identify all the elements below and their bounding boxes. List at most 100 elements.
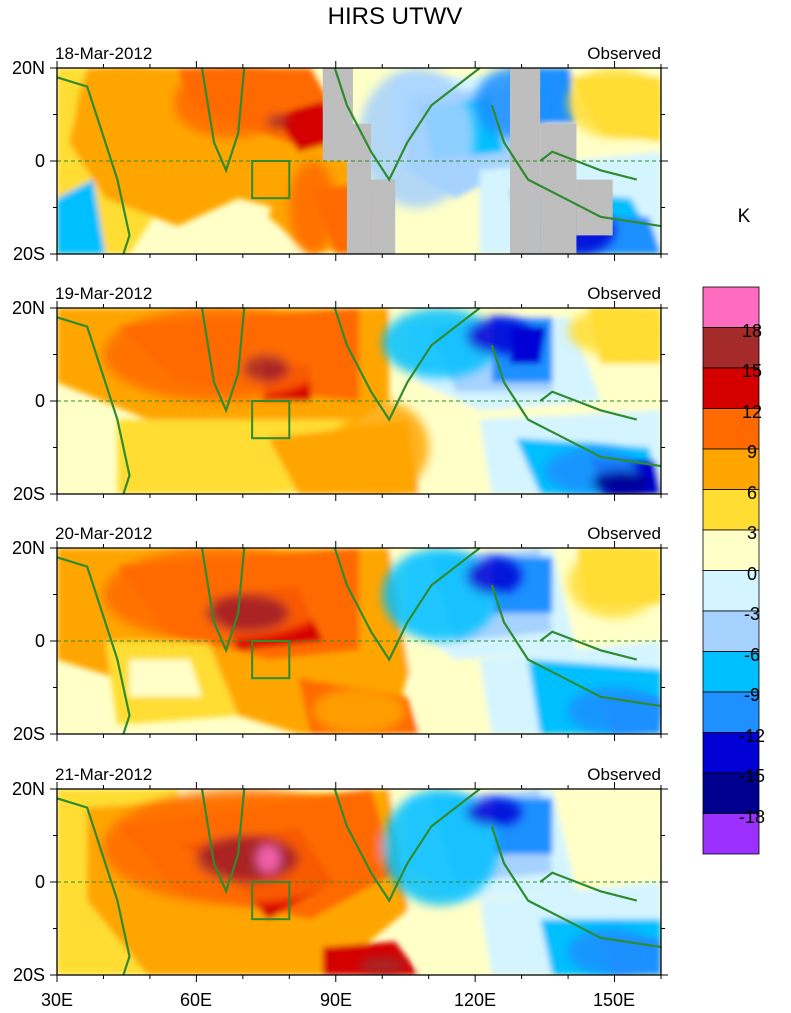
coastline xyxy=(200,789,246,895)
coastline xyxy=(57,556,131,734)
colorbar-label-neg18: -18 xyxy=(739,807,765,827)
x-axis-labels: 30E 60E 90E 120E 150E xyxy=(41,990,635,1010)
colorbar-label-3: 3 xyxy=(747,523,757,543)
data-region xyxy=(312,687,406,734)
data-region xyxy=(256,844,280,873)
colorbar-label-6: 6 xyxy=(747,483,757,503)
map-panel-2: 19-Mar-2012 Observed 20N 0 20S xyxy=(12,284,668,504)
colorbar-labels: 18 15 12 9 6 3 0 -3 -6 -9 -12 -15 -18 xyxy=(739,321,765,827)
colorbar-label-9: 9 xyxy=(747,442,757,462)
colorbar-label-0: 0 xyxy=(747,564,757,584)
colorbar-swatch xyxy=(702,732,760,774)
y-tick-label: 0 xyxy=(35,391,45,411)
y-tick-label: 20S xyxy=(13,484,45,504)
y-tick-label: 0 xyxy=(35,151,45,171)
data-region xyxy=(465,557,522,595)
y-tick-label: 20N xyxy=(12,779,45,799)
colorbar-label-neg3: -3 xyxy=(744,604,760,624)
missing-data-region xyxy=(371,179,396,254)
x-tick-label-120e: 120E xyxy=(454,990,496,1010)
coastline xyxy=(333,308,481,422)
data-region xyxy=(80,68,174,138)
data-region xyxy=(205,594,290,632)
colorbar: K 18 15 12 9 6 3 0 -3 -6 -9 -12 -15 -18 xyxy=(702,206,765,855)
y-tick-label: 20S xyxy=(13,965,45,985)
data-region xyxy=(465,317,531,355)
study-region-box xyxy=(251,881,291,921)
y-tick-label: 0 xyxy=(35,631,45,651)
x-tick-label-150e: 150E xyxy=(593,990,635,1010)
map-panel-3: 20-Mar-2012 Observed 20N 0 20S xyxy=(12,524,668,744)
coastline xyxy=(57,316,131,494)
colorbar-label-15: 15 xyxy=(742,361,762,381)
data-region xyxy=(382,308,499,378)
contour-field xyxy=(57,68,661,254)
data-region xyxy=(242,354,290,383)
coastlines xyxy=(57,308,661,494)
data-region xyxy=(103,137,243,208)
y-tick-label: 20N xyxy=(12,538,45,558)
colorbar-label-18: 18 xyxy=(742,321,762,341)
colorbar-unit: K xyxy=(738,206,751,227)
axis-ticks xyxy=(50,541,668,741)
contour-region xyxy=(129,659,202,697)
panel-observed-label: Observed xyxy=(587,765,661,784)
contour-region xyxy=(57,179,106,254)
data-region xyxy=(568,687,661,734)
y-tick-label: 20S xyxy=(13,724,45,744)
contour-field xyxy=(57,548,661,734)
data-region xyxy=(103,548,336,641)
colorbar-label-neg6: -6 xyxy=(744,645,760,665)
coastline xyxy=(490,825,661,949)
panel-observed-label: Observed xyxy=(587,284,661,303)
panel-date-label: 20-Mar-2012 xyxy=(55,524,152,543)
data-region xyxy=(359,956,406,975)
map-panel-4: 21-Mar-2012 Observed 20N 0 20S xyxy=(12,765,668,985)
axis-ticks xyxy=(50,301,668,501)
data-region xyxy=(289,161,336,254)
data-region xyxy=(465,798,522,827)
colorbar-swatch xyxy=(702,651,760,693)
panel-date-label: 19-Mar-2012 xyxy=(55,284,152,303)
data-region xyxy=(591,470,652,494)
colorbar-swatch xyxy=(702,448,760,490)
colorbar-swatch xyxy=(702,489,760,531)
coastline xyxy=(333,68,481,182)
coastline xyxy=(333,789,481,903)
colorbar-swatches xyxy=(702,286,760,855)
colorbar-label-neg12: -12 xyxy=(739,726,765,746)
y-tick-label: 0 xyxy=(35,872,45,892)
colorbar-swatch xyxy=(702,691,760,733)
data-region xyxy=(173,68,290,138)
study-region-box xyxy=(251,160,291,200)
coastline xyxy=(490,344,661,468)
panel-date-label: 18-Mar-2012 xyxy=(55,44,152,63)
coastline xyxy=(490,584,661,708)
data-region xyxy=(568,68,661,138)
y-tick-label: 20S xyxy=(13,244,45,264)
panel-observed-label: Observed xyxy=(587,44,661,63)
data-region xyxy=(266,114,290,129)
axis-ticks xyxy=(50,782,668,982)
y-tick-label: 20N xyxy=(12,58,45,78)
data-region xyxy=(335,401,429,494)
coastline xyxy=(200,308,246,414)
data-regions xyxy=(103,789,652,975)
colorbar-swatch xyxy=(702,529,760,571)
y-tick-label: 20N xyxy=(12,298,45,318)
data-region xyxy=(568,548,661,618)
coastline xyxy=(200,548,246,654)
data-region xyxy=(568,928,652,975)
coastline xyxy=(333,548,481,662)
coastline xyxy=(57,797,131,975)
study-region-box xyxy=(251,400,291,440)
colorbar-swatch xyxy=(702,772,760,814)
panels-group: 18-Mar-2012 Observed 20N 0 20S 19-Mar-2012 Obs… xyxy=(12,44,668,985)
x-tick-label-30e: 30E xyxy=(41,990,73,1010)
x-tick-label-90e: 90E xyxy=(320,990,352,1010)
chart-title: HIRS UTWV xyxy=(328,3,463,30)
data-region xyxy=(568,308,661,355)
colorbar-label-neg15: -15 xyxy=(739,766,765,786)
colorbar-swatch xyxy=(702,367,760,409)
